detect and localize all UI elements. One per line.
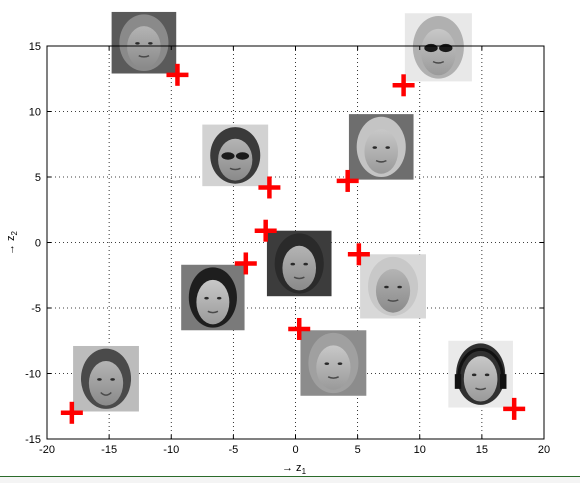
y-tick-label: 10 <box>29 107 41 119</box>
svg-text:→ z2: → z2 <box>5 230 19 255</box>
x-tick-label: 15 <box>476 444 488 456</box>
svg-text:→ z1: → z1 <box>282 462 307 476</box>
face-3-sunglasses-image <box>202 124 269 187</box>
x-tick-label: -5 <box>228 444 238 456</box>
y-tick-label: 5 <box>35 172 41 184</box>
x-axis-label: → z1 <box>282 462 307 476</box>
marker-face-10-headphones <box>503 397 526 420</box>
marker-face-7 <box>347 243 370 266</box>
face-6-image <box>181 264 245 331</box>
face-9-smiling-image <box>73 345 139 412</box>
x-tick-label: 10 <box>414 444 426 456</box>
data-markers <box>60 63 526 424</box>
marker-face-6 <box>234 252 257 275</box>
x-tick-label: -20 <box>39 444 55 456</box>
face-10-headphones-image <box>448 340 513 408</box>
face-5-image <box>266 230 332 297</box>
x-tick-label: -15 <box>101 444 117 456</box>
x-tick-label: -10 <box>163 444 179 456</box>
marker-face-1 <box>166 63 189 86</box>
y-tick-label: 0 <box>35 238 41 250</box>
face-8-image <box>300 330 367 396</box>
y-tick-label: -5 <box>31 303 41 315</box>
face-images <box>73 11 513 412</box>
marker-face-9-smiling <box>60 401 83 424</box>
marker-face-8 <box>288 317 311 340</box>
x-tick-label: 0 <box>292 444 298 456</box>
x-tick-label: 5 <box>355 444 361 456</box>
bottom-rule <box>0 476 580 483</box>
marker-face-2-sunglasses <box>392 74 415 97</box>
marker-face-3-sunglasses <box>258 176 281 199</box>
y-tick-label: 15 <box>29 41 41 53</box>
face-2-sunglasses-image <box>404 13 472 82</box>
marker-face-4 <box>336 169 359 192</box>
y-axis-label: → z2 <box>5 230 19 255</box>
marker-face-5 <box>254 219 277 242</box>
face-7-image <box>360 254 426 319</box>
x-tick-label: 20 <box>538 444 550 456</box>
y-tick-label: -10 <box>25 369 41 381</box>
face-4-image <box>348 114 414 180</box>
face-1-image <box>111 11 177 74</box>
y-tick-label: -15 <box>25 434 41 446</box>
